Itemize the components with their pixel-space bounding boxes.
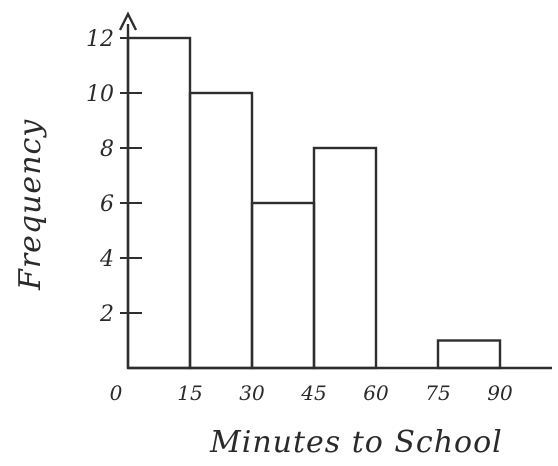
bars [126, 36, 502, 370]
x-tick-label-0: 0 [110, 381, 123, 405]
y-tick-label-2: 2 [99, 302, 114, 327]
bar-30-45 [250, 201, 316, 370]
y-axis-label: Frequency [13, 119, 48, 291]
x-tick-label-30: 30 [239, 381, 265, 405]
y-tick-label-12: 12 [86, 27, 114, 52]
x-tick-label-15: 15 [177, 381, 202, 405]
bar-15-30 [188, 91, 254, 370]
x-axis-label: Minutes to School [209, 425, 503, 460]
y-axis-arrow [118, 11, 138, 31]
x-tick-label-60: 60 [363, 381, 389, 405]
x-tick-label-90: 90 [487, 381, 513, 405]
x-tick-label-45: 45 [300, 381, 326, 405]
y-tick-label-4: 4 [99, 247, 114, 272]
y-tick-label-8: 8 [100, 137, 114, 162]
bar-45-60 [312, 146, 378, 370]
y-tick-label-6: 6 [100, 192, 114, 217]
x-tick-label-75: 75 [425, 381, 450, 405]
y-tick-label-10: 10 [86, 82, 114, 107]
x-ticks: 0 15 30 45 60 75 90 [110, 381, 513, 405]
bar-75-90 [436, 339, 502, 370]
axes [118, 11, 552, 370]
y-ticks: 2 4 6 8 10 12 [86, 27, 142, 327]
